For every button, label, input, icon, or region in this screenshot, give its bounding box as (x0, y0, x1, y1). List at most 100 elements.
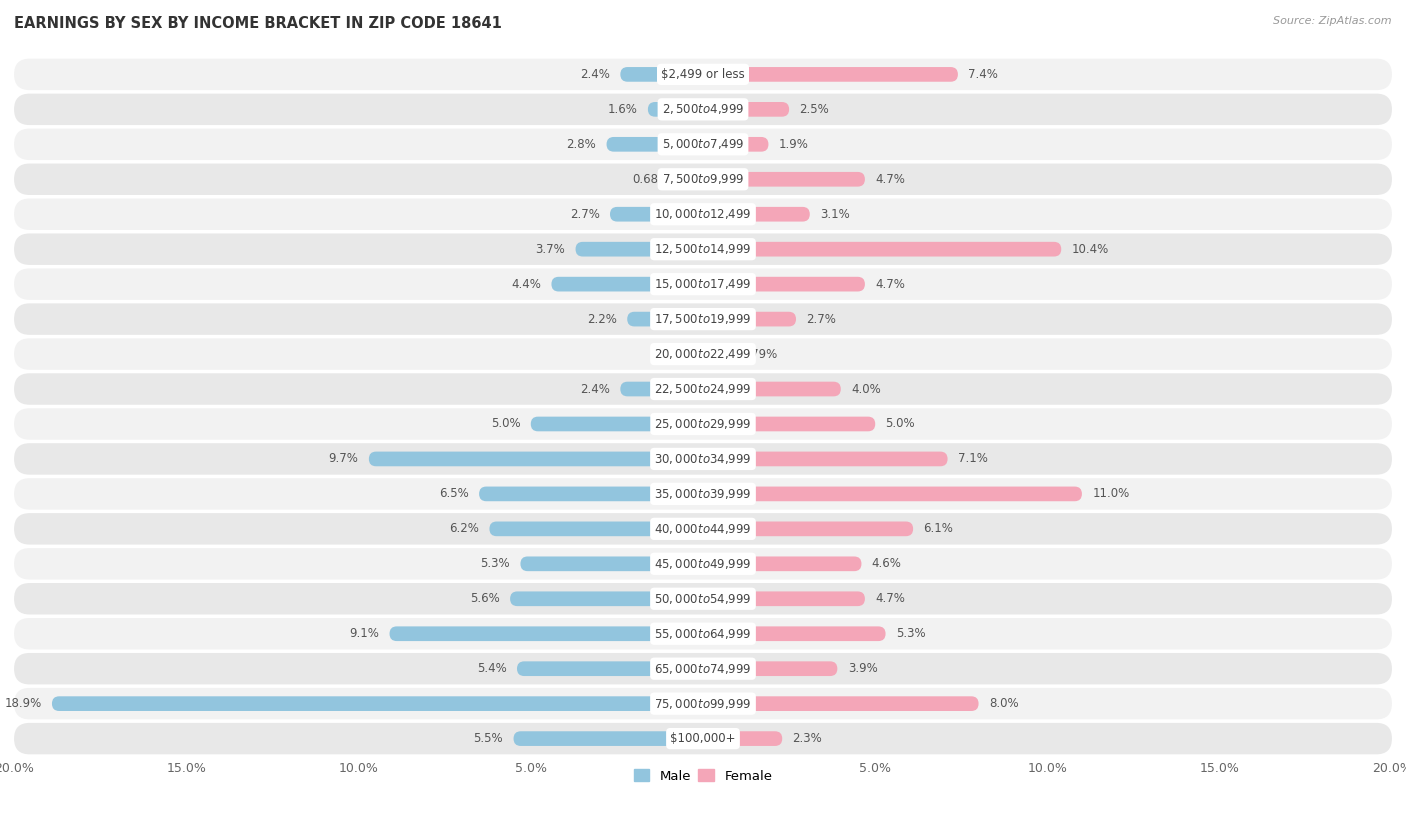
FancyBboxPatch shape (703, 137, 769, 152)
Text: 5.4%: 5.4% (477, 663, 506, 675)
Text: 7.4%: 7.4% (969, 68, 998, 80)
Text: 2.5%: 2.5% (800, 103, 830, 115)
FancyBboxPatch shape (14, 198, 1392, 230)
FancyBboxPatch shape (703, 556, 862, 572)
FancyBboxPatch shape (14, 338, 1392, 370)
FancyBboxPatch shape (517, 661, 703, 676)
Text: 2.3%: 2.3% (793, 733, 823, 745)
FancyBboxPatch shape (513, 731, 703, 746)
FancyBboxPatch shape (14, 233, 1392, 265)
Text: 4.6%: 4.6% (872, 558, 901, 570)
Text: $20,000 to $22,499: $20,000 to $22,499 (654, 347, 752, 361)
Text: 8.0%: 8.0% (988, 698, 1018, 710)
FancyBboxPatch shape (703, 661, 838, 676)
FancyBboxPatch shape (575, 241, 703, 257)
FancyBboxPatch shape (703, 451, 948, 467)
FancyBboxPatch shape (648, 102, 703, 117)
Text: $10,000 to $12,499: $10,000 to $12,499 (654, 207, 752, 221)
Text: $40,000 to $44,999: $40,000 to $44,999 (654, 522, 752, 536)
Text: 5.6%: 5.6% (470, 593, 499, 605)
Text: $12,500 to $14,999: $12,500 to $14,999 (654, 242, 752, 256)
FancyBboxPatch shape (368, 451, 703, 467)
FancyBboxPatch shape (389, 626, 703, 641)
Text: 11.0%: 11.0% (1092, 488, 1129, 500)
Text: 18.9%: 18.9% (4, 698, 42, 710)
FancyBboxPatch shape (703, 591, 865, 606)
Text: 4.7%: 4.7% (875, 173, 905, 185)
FancyBboxPatch shape (620, 381, 703, 397)
Text: $50,000 to $54,999: $50,000 to $54,999 (654, 592, 752, 606)
Text: 5.0%: 5.0% (491, 418, 520, 430)
Text: $7,500 to $9,999: $7,500 to $9,999 (662, 172, 744, 186)
Text: $45,000 to $49,999: $45,000 to $49,999 (654, 557, 752, 571)
FancyBboxPatch shape (703, 381, 841, 397)
Text: $30,000 to $34,999: $30,000 to $34,999 (654, 452, 752, 466)
Text: 4.4%: 4.4% (512, 278, 541, 290)
Text: 2.8%: 2.8% (567, 138, 596, 150)
Text: 9.1%: 9.1% (349, 628, 380, 640)
Text: 3.7%: 3.7% (536, 243, 565, 255)
FancyBboxPatch shape (520, 556, 703, 572)
FancyBboxPatch shape (14, 268, 1392, 300)
FancyBboxPatch shape (703, 416, 875, 432)
Text: 2.2%: 2.2% (588, 313, 617, 325)
Text: Source: ZipAtlas.com: Source: ZipAtlas.com (1274, 16, 1392, 26)
FancyBboxPatch shape (703, 102, 789, 117)
Text: 6.1%: 6.1% (924, 523, 953, 535)
FancyBboxPatch shape (14, 128, 1392, 160)
FancyBboxPatch shape (14, 93, 1392, 125)
FancyBboxPatch shape (703, 241, 1062, 257)
FancyBboxPatch shape (703, 276, 865, 292)
Text: 10.4%: 10.4% (1071, 243, 1109, 255)
Text: 7.1%: 7.1% (957, 453, 988, 465)
Text: $22,500 to $24,999: $22,500 to $24,999 (654, 382, 752, 396)
Text: 4.0%: 4.0% (851, 383, 882, 395)
FancyBboxPatch shape (703, 67, 957, 82)
Text: 4.7%: 4.7% (875, 278, 905, 290)
Text: $5,000 to $7,499: $5,000 to $7,499 (662, 137, 744, 151)
FancyBboxPatch shape (531, 416, 703, 432)
FancyBboxPatch shape (52, 696, 703, 711)
Text: 5.3%: 5.3% (896, 628, 925, 640)
FancyBboxPatch shape (551, 276, 703, 292)
FancyBboxPatch shape (703, 486, 1083, 502)
FancyBboxPatch shape (14, 59, 1392, 90)
Text: 0.68%: 0.68% (633, 173, 669, 185)
Text: 2.7%: 2.7% (807, 313, 837, 325)
Text: 9.7%: 9.7% (329, 453, 359, 465)
Text: 6.5%: 6.5% (439, 488, 468, 500)
FancyBboxPatch shape (703, 626, 886, 641)
FancyBboxPatch shape (479, 486, 703, 502)
Text: 5.0%: 5.0% (886, 418, 915, 430)
FancyBboxPatch shape (14, 513, 1392, 545)
Text: $75,000 to $99,999: $75,000 to $99,999 (654, 697, 752, 711)
Text: 6.2%: 6.2% (450, 523, 479, 535)
FancyBboxPatch shape (14, 408, 1392, 440)
FancyBboxPatch shape (703, 172, 865, 187)
FancyBboxPatch shape (14, 583, 1392, 615)
Text: $2,499 or less: $2,499 or less (661, 68, 745, 80)
FancyBboxPatch shape (679, 172, 703, 187)
FancyBboxPatch shape (489, 521, 703, 537)
Text: 3.1%: 3.1% (820, 208, 849, 220)
Text: 1.9%: 1.9% (779, 138, 808, 150)
Text: $100,000+: $100,000+ (671, 733, 735, 745)
FancyBboxPatch shape (703, 731, 782, 746)
Text: 0.0%: 0.0% (664, 348, 693, 360)
Text: $25,000 to $29,999: $25,000 to $29,999 (654, 417, 752, 431)
FancyBboxPatch shape (703, 696, 979, 711)
FancyBboxPatch shape (14, 303, 1392, 335)
FancyBboxPatch shape (14, 618, 1392, 650)
FancyBboxPatch shape (510, 591, 703, 606)
Text: 4.7%: 4.7% (875, 593, 905, 605)
FancyBboxPatch shape (14, 443, 1392, 475)
Text: $2,500 to $4,999: $2,500 to $4,999 (662, 102, 744, 116)
FancyBboxPatch shape (14, 478, 1392, 510)
FancyBboxPatch shape (14, 163, 1392, 195)
Text: $65,000 to $74,999: $65,000 to $74,999 (654, 662, 752, 676)
FancyBboxPatch shape (14, 548, 1392, 580)
Text: 2.7%: 2.7% (569, 208, 599, 220)
Text: EARNINGS BY SEX BY INCOME BRACKET IN ZIP CODE 18641: EARNINGS BY SEX BY INCOME BRACKET IN ZIP… (14, 16, 502, 31)
Text: 1.6%: 1.6% (607, 103, 637, 115)
Text: $55,000 to $64,999: $55,000 to $64,999 (654, 627, 752, 641)
